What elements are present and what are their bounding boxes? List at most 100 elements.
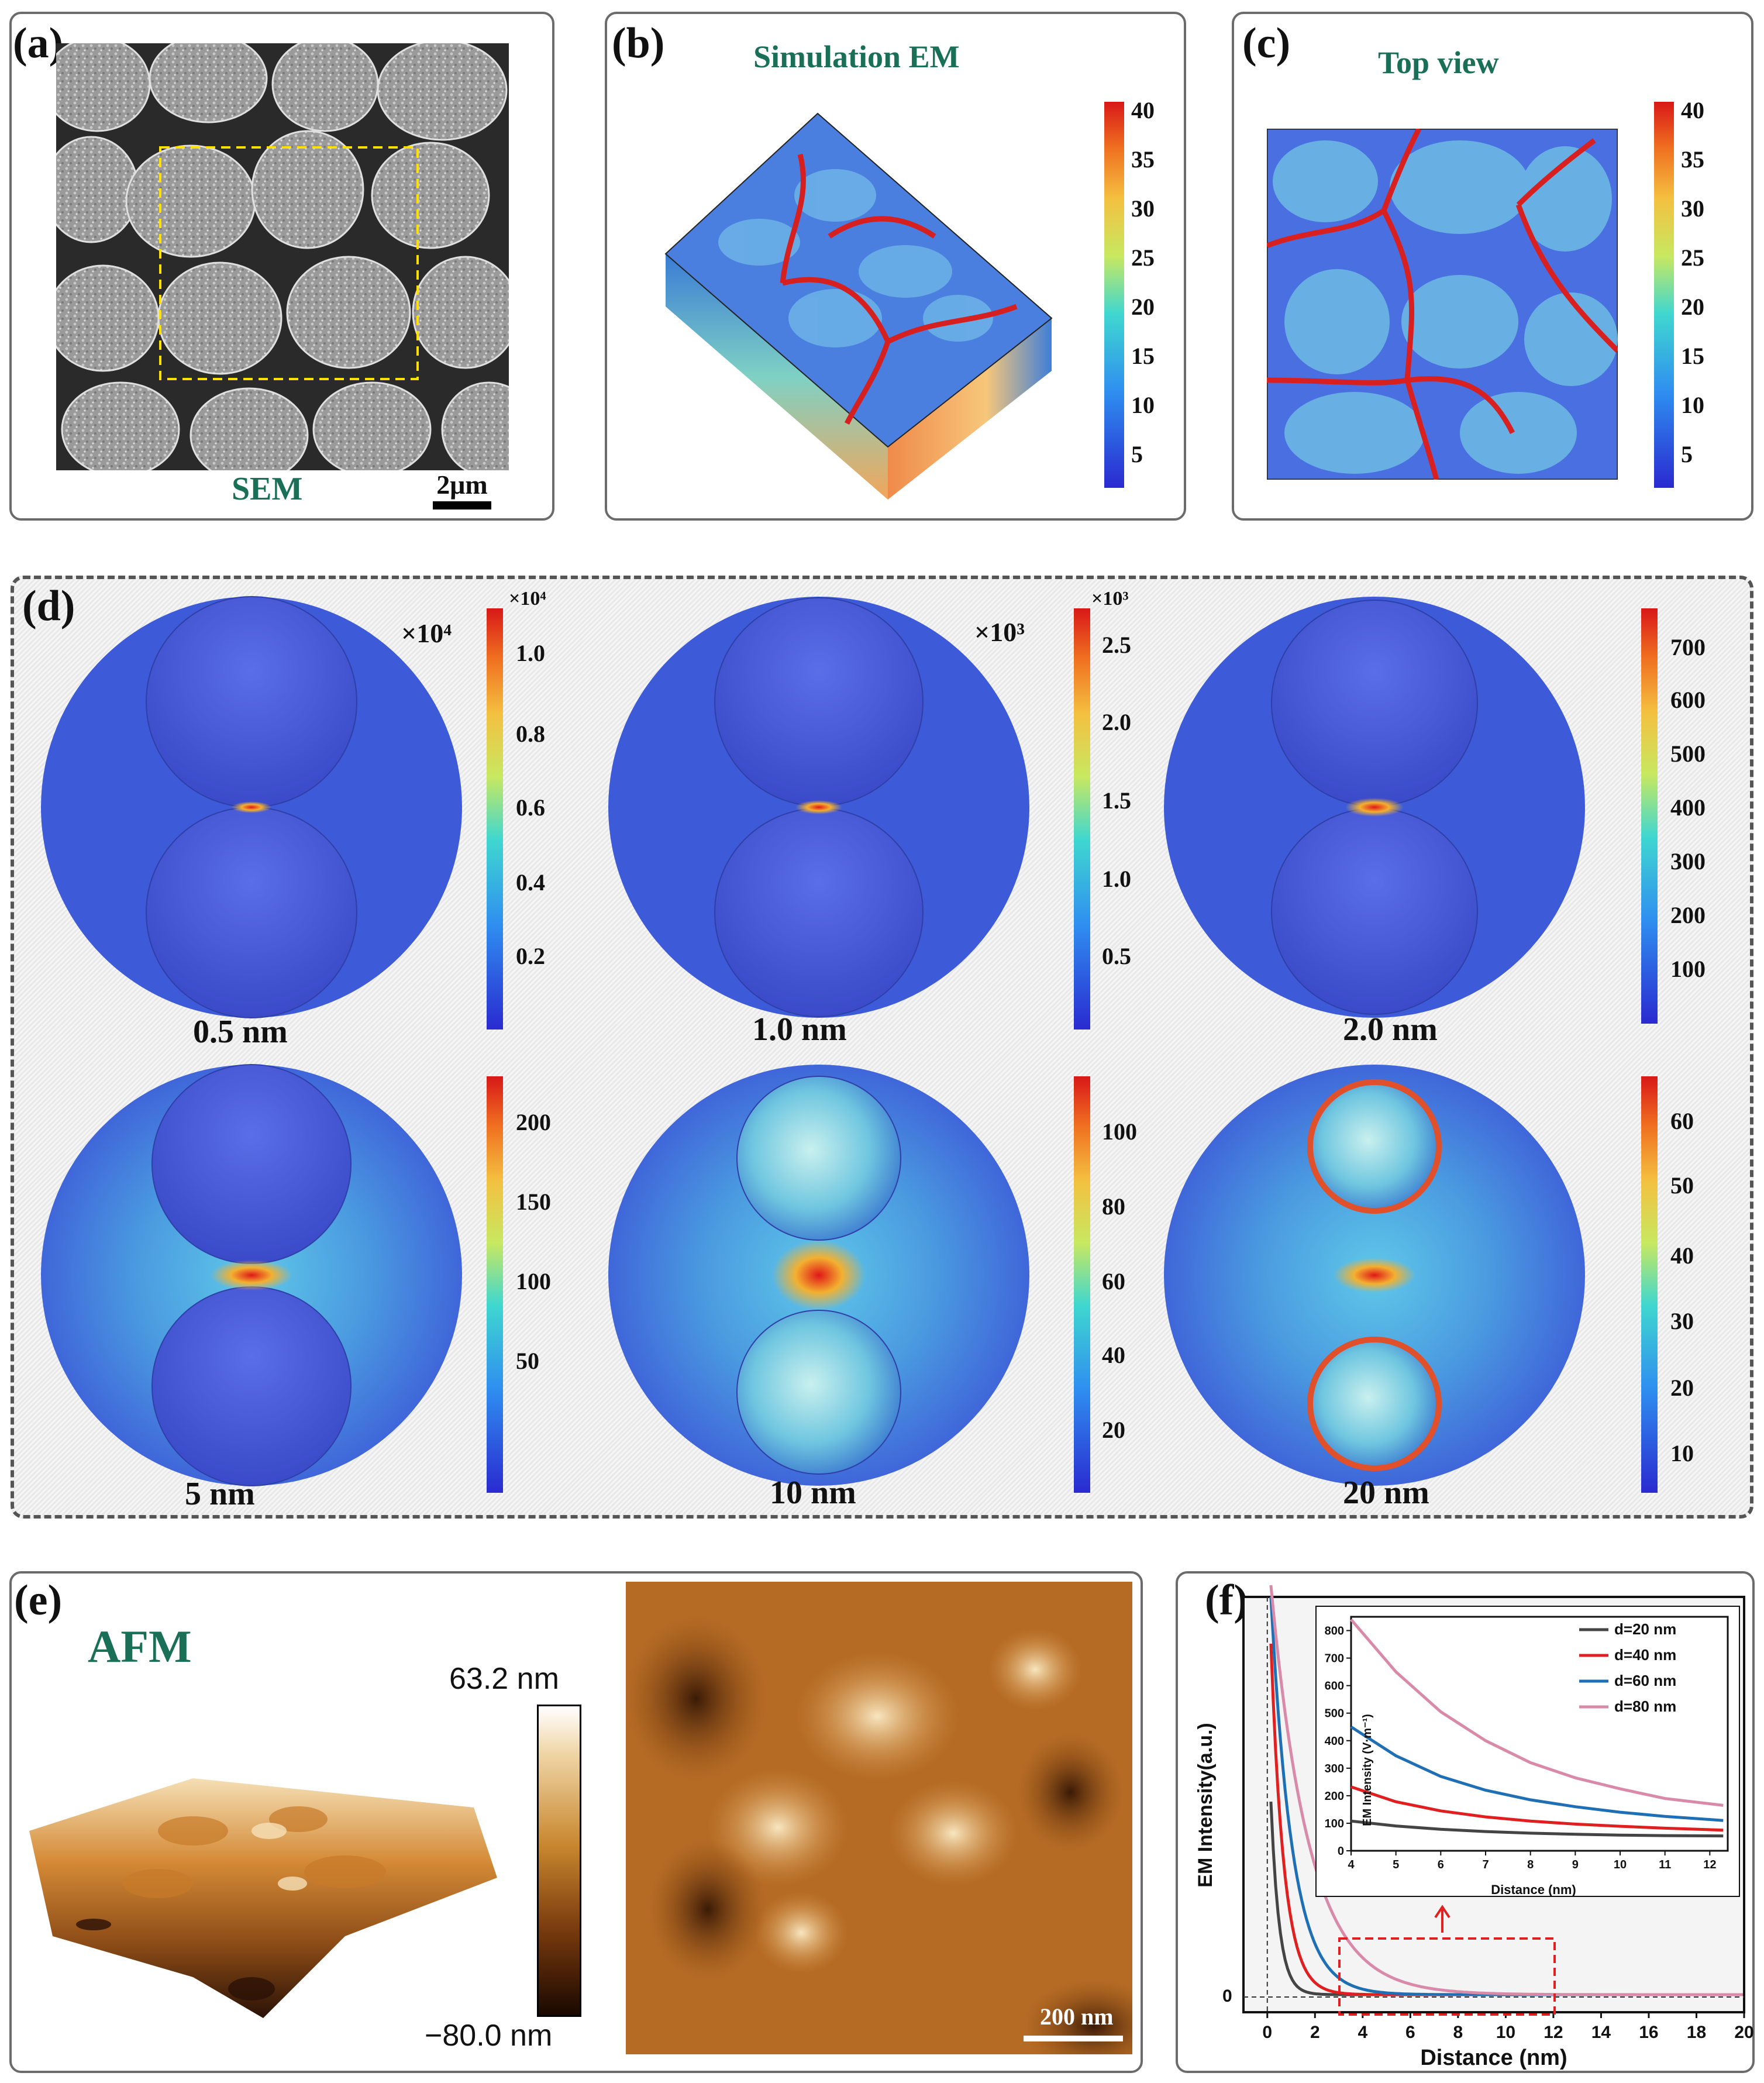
afm-colorbar (537, 1705, 581, 2017)
panel-b-label: (b) (612, 19, 665, 67)
afm-2d-map (626, 1582, 1132, 2054)
f-ytick-0: 0 (1222, 1986, 1232, 2006)
inset-ytick-label: 200 (1325, 1790, 1344, 1803)
f-xtick-label: 2 (1310, 2023, 1320, 2042)
f-xtick-label: 12 (1544, 2023, 1563, 2042)
inset-xtick-label: 8 (1527, 1858, 1534, 1871)
cbar-d5-tick: 50 (1670, 1172, 1694, 1199)
inset-xlabel: Distance (nm) (1491, 1882, 1576, 1897)
cbar-d1-tick: 1.5 (1102, 787, 1131, 814)
cbar-d0-exp: ×10⁴ (509, 588, 546, 610)
cbar-b-tick-5: 5 (1131, 441, 1143, 467)
panel-e-label: (e) (14, 1576, 63, 1624)
inset-ytick-label: 500 (1325, 1707, 1344, 1720)
gap-label-4: 10 nm (770, 1475, 856, 1511)
cbar-d3-tick: 50 (516, 1348, 539, 1374)
sem-scalebar: 2μm (433, 469, 491, 509)
inset-ytick-label: 800 (1325, 1625, 1344, 1638)
cbar-b-tick-10: 10 (1131, 392, 1155, 418)
panel-b: (b) Simulation EM (605, 12, 1186, 521)
inset-chart: 4 5 6 7 8 9 10 11 12 0 100 200 300 400 500 600 700 800 d=… (1315, 1606, 1740, 1897)
inset-xtick-label: 9 (1572, 1858, 1579, 1871)
legend-label: d=20 nm (1614, 1620, 1676, 1638)
inset-ylabel: EM Intensity (V·m⁻¹) (1361, 1714, 1374, 1826)
inset-ytick-label: 300 (1325, 1762, 1344, 1775)
zoom-box (1338, 1937, 1556, 2016)
afm-title: AFM (88, 1621, 192, 1672)
afm-3d-surface (29, 1778, 497, 2018)
cbar-c-tick-10: 10 (1681, 392, 1704, 418)
cbar-d3-tick: 150 (516, 1189, 551, 1215)
inset-ytick-label: 400 (1325, 1735, 1344, 1748)
cbar-d2-tick: 500 (1670, 741, 1706, 767)
cbar-b-tick-25: 25 (1131, 245, 1155, 271)
inset-axes (1350, 1616, 1729, 1852)
em-intensity-chart: 0 2 4 6 8 10 12 14 16 18 20 0 Distance (nm) EM Int… (1194, 1585, 1754, 2070)
cbar-d2-tick: 700 (1670, 634, 1706, 660)
em-simulation-3d (664, 112, 1053, 500)
cbar-d0-tick: 1.0 (516, 640, 545, 666)
cell0-multiplier: ×10⁴ (401, 618, 452, 648)
panel-a: (a) (9, 12, 554, 521)
inset-xtick-label: 7 (1482, 1858, 1489, 1871)
cbar-d5-tick: 20 (1670, 1375, 1694, 1401)
legend-label: d=80 nm (1614, 1698, 1676, 1715)
gap-label-5: 20 nm (1343, 1475, 1429, 1511)
cbar-d0-tick: 0.4 (516, 869, 545, 896)
cbar-d2-tick: 100 (1670, 956, 1706, 982)
cbar-d4-tick: 40 (1102, 1342, 1125, 1368)
panel-c-title: Top view (1378, 45, 1499, 80)
cbar-d4-tick: 100 (1102, 1118, 1137, 1145)
cbar-b-tick-35: 35 (1131, 146, 1155, 173)
cbar-c-tick-35: 35 (1681, 146, 1704, 173)
afm-min-label: −80.0 nm (425, 2019, 553, 2053)
panel-d-label: (d) (22, 582, 75, 630)
legend-label: d=40 nm (1614, 1646, 1676, 1664)
cell1-multiplier: ×10³ (974, 617, 1025, 647)
cbar-b-tick-30: 30 (1131, 195, 1155, 222)
panel-b-colorbar: 40 35 30 25 20 15 10 5 (1104, 102, 1155, 488)
cbar-d0-tick: 0.6 (516, 794, 545, 821)
inset-xtick-label: 4 (1348, 1858, 1355, 1871)
cbar-d2-tick: 300 (1670, 848, 1706, 874)
cbar-c-tick-25: 25 (1681, 245, 1704, 271)
panel-c-label: (c) (1242, 19, 1291, 67)
gap-label-0: 0.5 nm (193, 1014, 288, 1050)
cbar-d5-tick: 10 (1670, 1440, 1694, 1466)
cbar-d3-tick: 100 (516, 1268, 551, 1294)
sem-image (56, 43, 509, 470)
f-xtick-label: 6 (1405, 2023, 1415, 2042)
cbar-c-tick-30: 30 (1681, 195, 1704, 222)
panel-b-title: Simulation EM (753, 39, 960, 74)
f-xlabel: Distance (nm) (1420, 2046, 1567, 2070)
cbar-d5-tick: 60 (1670, 1108, 1694, 1134)
inset-ytick-label: 0 (1338, 1845, 1344, 1858)
panel-f-label: (f) (1205, 1576, 1248, 1624)
inset-series-line (1350, 1785, 1724, 1832)
f-xtick-label: 20 (1734, 2023, 1753, 2042)
cbar-b-tick-20: 20 (1131, 294, 1155, 320)
afm-max-label: 63.2 nm (449, 1662, 559, 1696)
em-top-view (1267, 129, 1618, 480)
inset-xtick-label: 10 (1614, 1858, 1627, 1871)
cbar-d5-tick: 40 (1670, 1242, 1694, 1269)
f-xtick-label: 18 (1687, 2023, 1706, 2042)
inset-series-line (1350, 1726, 1724, 1822)
cbar-c-tick-15: 15 (1681, 343, 1704, 369)
cbar-d1-tick: 2.0 (1102, 709, 1131, 735)
inset-ytick-label: 600 (1325, 1680, 1344, 1693)
legend-label: d=60 nm (1614, 1672, 1676, 1689)
cbar-d2-tick: 200 (1670, 902, 1706, 928)
panel-a-label: (a) (13, 19, 64, 67)
sem-scalebar-bar (433, 501, 491, 509)
gap-label-2: 2.0 nm (1343, 1011, 1438, 1048)
inset-series-line (1350, 1819, 1724, 1838)
gap-field-grid: ×10⁴ 1.0 0.8 0.6 0.4 0.2 ×10⁴ ×10³ 2.5 2… (41, 588, 1706, 1493)
cbar-b-tick-15: 15 (1131, 343, 1155, 369)
cbar-c-tick-5: 5 (1681, 441, 1693, 467)
f-xtick-label: 14 (1591, 2023, 1611, 2042)
cbar-d1-tick: 2.5 (1102, 632, 1131, 658)
inset-xtick-label: 6 (1438, 1858, 1444, 1871)
cbar-d4-tick: 60 (1102, 1268, 1125, 1294)
afm-scalebar (1024, 2036, 1123, 2041)
